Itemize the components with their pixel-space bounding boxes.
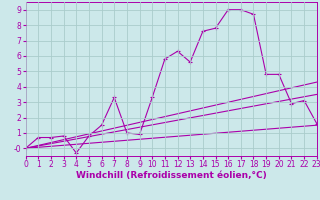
X-axis label: Windchill (Refroidissement éolien,°C): Windchill (Refroidissement éolien,°C) xyxy=(76,171,267,180)
